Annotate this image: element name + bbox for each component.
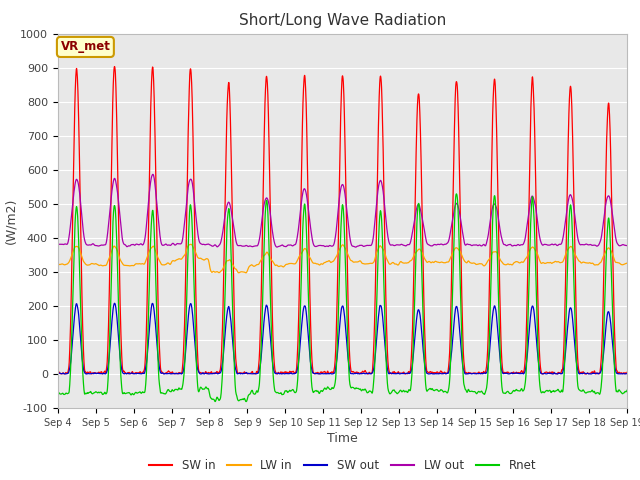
SW out [213,371,221,376]
Rnet [573,377,581,383]
Rnet [54,389,61,395]
Rnet [359,387,367,393]
LW in [187,241,195,247]
SW in [581,371,589,377]
LW out [623,243,631,249]
LW in [213,269,221,275]
X-axis label: Time: Time [327,432,358,445]
SW in [508,370,516,375]
SW out [462,371,470,377]
SW in [573,341,581,347]
LW in [623,260,631,266]
LW out [352,244,360,250]
SW in [213,369,221,374]
LW in [372,252,380,258]
LW out [360,243,367,249]
Rnet [452,191,460,197]
LW out [149,171,157,177]
Rnet [589,389,597,395]
SW out [509,371,516,376]
Rnet [243,399,250,405]
LW in [242,270,250,276]
SW in [623,369,631,375]
SW out [623,371,631,377]
SW in [589,370,597,376]
Line: LW out: LW out [58,174,627,247]
Rnet [623,387,631,393]
Rnet [509,389,516,395]
LW in [573,256,581,262]
Title: Short/Long Wave Radiation: Short/Long Wave Radiation [239,13,446,28]
LW out [509,243,516,249]
LW in [360,261,367,266]
SW out [54,371,61,377]
LW out [54,242,61,248]
LW out [372,209,380,215]
SW in [54,370,61,376]
SW in [111,64,118,70]
LW out [573,232,581,238]
SW out [573,365,581,371]
SW out [589,370,597,376]
Line: SW out: SW out [58,303,627,374]
Text: VR_met: VR_met [60,40,110,53]
SW in [359,369,367,374]
LW out [213,244,221,250]
Rnet [212,396,220,401]
LW in [509,262,516,268]
Line: Rnet: Rnet [58,194,627,402]
Y-axis label: (W/m2): (W/m2) [4,198,17,244]
SW out [372,350,380,356]
SW in [372,278,380,284]
Rnet [372,341,380,347]
Line: LW in: LW in [58,244,627,273]
SW out [111,300,118,306]
Line: SW in: SW in [58,67,627,374]
LW in [54,261,61,267]
LW out [589,242,597,248]
Legend: SW in, LW in, SW out, LW out, Rnet: SW in, LW in, SW out, LW out, Rnet [144,455,541,477]
SW out [359,371,367,376]
LW in [589,261,597,266]
